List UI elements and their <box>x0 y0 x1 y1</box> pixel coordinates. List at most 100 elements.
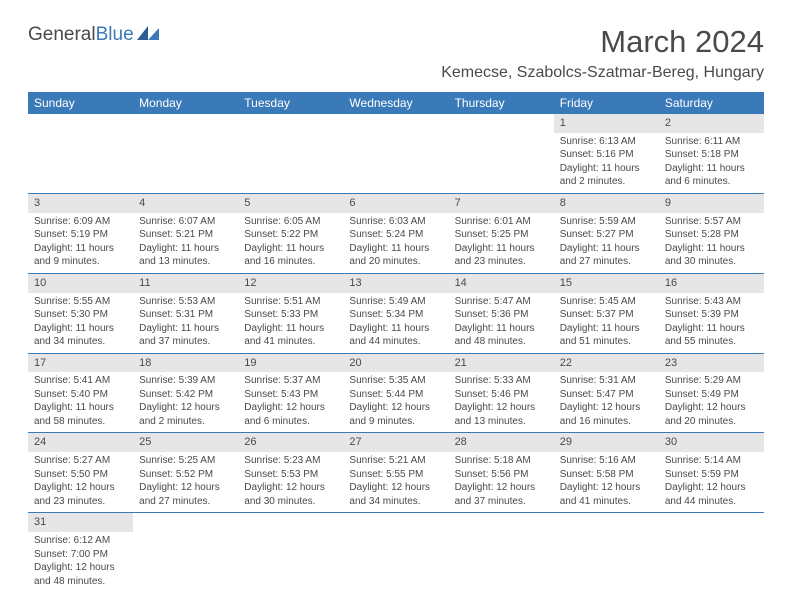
calendar-week-row: 10Sunrise: 5:55 AMSunset: 5:30 PMDayligh… <box>28 273 764 353</box>
day-number: 23 <box>659 354 764 373</box>
sunrise-text: Sunrise: 5:27 AM <box>34 454 127 468</box>
logo-mark-icon <box>137 24 159 46</box>
sunrise-text: Sunrise: 5:47 AM <box>455 295 548 309</box>
sunrise-text: Sunrise: 5:49 AM <box>349 295 442 309</box>
sunrise-text: Sunrise: 5:41 AM <box>34 374 127 388</box>
daylight-text: Daylight: 11 hours and 37 minutes. <box>139 322 232 349</box>
logo: GeneralBlue <box>28 24 159 46</box>
calendar-body: 1Sunrise: 6:13 AMSunset: 5:16 PMDaylight… <box>28 114 764 592</box>
day-number: 8 <box>554 194 659 213</box>
daylight-text: Daylight: 12 hours and 6 minutes. <box>244 401 337 428</box>
sunrise-text: Sunrise: 5:29 AM <box>665 374 758 388</box>
daylight-text: Daylight: 11 hours and 20 minutes. <box>349 242 442 269</box>
day-number: 9 <box>659 194 764 213</box>
day-number: 25 <box>133 433 238 452</box>
day-cell: 29Sunrise: 5:16 AMSunset: 5:58 PMDayligh… <box>554 433 659 513</box>
day-cell: 15Sunrise: 5:45 AMSunset: 5:37 PMDayligh… <box>554 273 659 353</box>
day-cell: 5Sunrise: 6:05 AMSunset: 5:22 PMDaylight… <box>238 193 343 273</box>
sunrise-text: Sunrise: 5:53 AM <box>139 295 232 309</box>
day-cell: 14Sunrise: 5:47 AMSunset: 5:36 PMDayligh… <box>449 273 554 353</box>
sunrise-text: Sunrise: 5:37 AM <box>244 374 337 388</box>
sunrise-text: Sunrise: 5:45 AM <box>560 295 653 309</box>
day-cell: 8Sunrise: 5:59 AMSunset: 5:27 PMDaylight… <box>554 193 659 273</box>
blank-day-cell <box>659 513 764 592</box>
day-cell: 3Sunrise: 6:09 AMSunset: 5:19 PMDaylight… <box>28 193 133 273</box>
day-cell: 23Sunrise: 5:29 AMSunset: 5:49 PMDayligh… <box>659 353 764 433</box>
day-cell: 6Sunrise: 6:03 AMSunset: 5:24 PMDaylight… <box>343 193 448 273</box>
day-number: 13 <box>343 274 448 293</box>
sunset-text: Sunset: 5:30 PM <box>34 308 127 322</box>
calendar-week-row: 24Sunrise: 5:27 AMSunset: 5:50 PMDayligh… <box>28 433 764 513</box>
blank-day-cell <box>449 513 554 592</box>
day-number: 31 <box>28 513 133 532</box>
day-cell: 13Sunrise: 5:49 AMSunset: 5:34 PMDayligh… <box>343 273 448 353</box>
day-cell: 31Sunrise: 6:12 AMSunset: 7:00 PMDayligh… <box>28 513 133 592</box>
day-cell: 19Sunrise: 5:37 AMSunset: 5:43 PMDayligh… <box>238 353 343 433</box>
blank-day-cell <box>28 114 133 193</box>
day-cell: 26Sunrise: 5:23 AMSunset: 5:53 PMDayligh… <box>238 433 343 513</box>
sunrise-text: Sunrise: 5:31 AM <box>560 374 653 388</box>
sunrise-text: Sunrise: 5:35 AM <box>349 374 442 388</box>
daylight-text: Daylight: 11 hours and 48 minutes. <box>455 322 548 349</box>
daylight-text: Daylight: 11 hours and 16 minutes. <box>244 242 337 269</box>
day-cell: 17Sunrise: 5:41 AMSunset: 5:40 PMDayligh… <box>28 353 133 433</box>
day-number: 15 <box>554 274 659 293</box>
daylight-text: Daylight: 11 hours and 55 minutes. <box>665 322 758 349</box>
daylight-text: Daylight: 12 hours and 48 minutes. <box>34 561 127 588</box>
day-cell: 27Sunrise: 5:21 AMSunset: 5:55 PMDayligh… <box>343 433 448 513</box>
sunset-text: Sunset: 5:40 PM <box>34 388 127 402</box>
sunrise-text: Sunrise: 5:51 AM <box>244 295 337 309</box>
day-cell: 4Sunrise: 6:07 AMSunset: 5:21 PMDaylight… <box>133 193 238 273</box>
sunset-text: Sunset: 5:22 PM <box>244 228 337 242</box>
weekday-header: Friday <box>554 92 659 114</box>
day-number: 2 <box>659 114 764 133</box>
day-cell: 1Sunrise: 6:13 AMSunset: 5:16 PMDaylight… <box>554 114 659 193</box>
location-text: Kemecse, Szabolcs-Szatmar-Bereg, Hungary <box>441 64 764 82</box>
sunset-text: Sunset: 5:19 PM <box>34 228 127 242</box>
sunset-text: Sunset: 5:59 PM <box>665 468 758 482</box>
day-cell: 20Sunrise: 5:35 AMSunset: 5:44 PMDayligh… <box>343 353 448 433</box>
sunset-text: Sunset: 5:49 PM <box>665 388 758 402</box>
sunset-text: Sunset: 5:46 PM <box>455 388 548 402</box>
sunrise-text: Sunrise: 6:11 AM <box>665 135 758 149</box>
daylight-text: Daylight: 11 hours and 34 minutes. <box>34 322 127 349</box>
blank-day-cell <box>554 513 659 592</box>
blank-day-cell <box>343 114 448 193</box>
sunrise-text: Sunrise: 6:01 AM <box>455 215 548 229</box>
weekday-header: Sunday <box>28 92 133 114</box>
sunset-text: Sunset: 5:28 PM <box>665 228 758 242</box>
daylight-text: Daylight: 12 hours and 44 minutes. <box>665 481 758 508</box>
sunset-text: Sunset: 5:52 PM <box>139 468 232 482</box>
day-number: 11 <box>133 274 238 293</box>
day-number: 1 <box>554 114 659 133</box>
weekday-header-row: Sunday Monday Tuesday Wednesday Thursday… <box>28 92 764 114</box>
day-number: 6 <box>343 194 448 213</box>
day-cell: 10Sunrise: 5:55 AMSunset: 5:30 PMDayligh… <box>28 273 133 353</box>
sunset-text: Sunset: 5:55 PM <box>349 468 442 482</box>
daylight-text: Daylight: 11 hours and 23 minutes. <box>455 242 548 269</box>
sunset-text: Sunset: 5:31 PM <box>139 308 232 322</box>
daylight-text: Daylight: 11 hours and 51 minutes. <box>560 322 653 349</box>
day-cell: 25Sunrise: 5:25 AMSunset: 5:52 PMDayligh… <box>133 433 238 513</box>
daylight-text: Daylight: 12 hours and 23 minutes. <box>34 481 127 508</box>
daylight-text: Daylight: 11 hours and 58 minutes. <box>34 401 127 428</box>
daylight-text: Daylight: 12 hours and 20 minutes. <box>665 401 758 428</box>
blank-day-cell <box>449 114 554 193</box>
weekday-header: Tuesday <box>238 92 343 114</box>
daylight-text: Daylight: 11 hours and 41 minutes. <box>244 322 337 349</box>
day-number: 27 <box>343 433 448 452</box>
daylight-text: Daylight: 12 hours and 27 minutes. <box>139 481 232 508</box>
calendar-week-row: 3Sunrise: 6:09 AMSunset: 5:19 PMDaylight… <box>28 193 764 273</box>
day-cell: 30Sunrise: 5:14 AMSunset: 5:59 PMDayligh… <box>659 433 764 513</box>
calendar-week-row: 17Sunrise: 5:41 AMSunset: 5:40 PMDayligh… <box>28 353 764 433</box>
calendar-week-row: 31Sunrise: 6:12 AMSunset: 7:00 PMDayligh… <box>28 513 764 592</box>
sunrise-text: Sunrise: 5:57 AM <box>665 215 758 229</box>
weekday-header: Saturday <box>659 92 764 114</box>
day-number: 7 <box>449 194 554 213</box>
sunset-text: Sunset: 5:43 PM <box>244 388 337 402</box>
logo-text-blue: Blue <box>96 24 134 46</box>
daylight-text: Daylight: 12 hours and 37 minutes. <box>455 481 548 508</box>
daylight-text: Daylight: 12 hours and 2 minutes. <box>139 401 232 428</box>
day-number: 20 <box>343 354 448 373</box>
daylight-text: Daylight: 12 hours and 34 minutes. <box>349 481 442 508</box>
